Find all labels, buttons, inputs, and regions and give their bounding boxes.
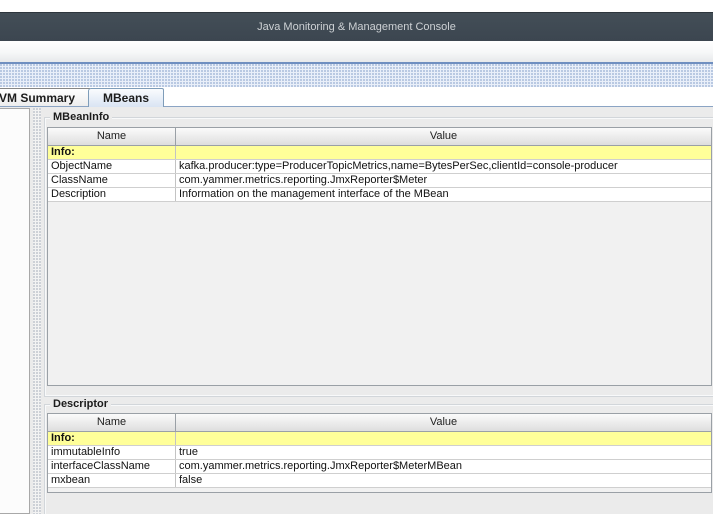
descriptor-table-header: Name Value — [48, 414, 711, 432]
column-header-value[interactable]: Value — [429, 130, 458, 142]
row-value-cell: kafka.producer:type=ProducerTopicMetrics… — [179, 160, 618, 172]
toolbar-dotted-band — [0, 64, 713, 87]
row-value-cell: false — [179, 474, 203, 486]
row-value-cell: com.yammer.metrics.reporting.JmxReporter… — [179, 460, 463, 472]
tab-mbeans-label: MBeans — [102, 91, 149, 105]
row-value-cell: true — [179, 446, 198, 458]
mbean-detail-panel: MBeanInfo Name Value Info: ObjectName ka… — [42, 107, 713, 514]
row-value-cell: Information on the management interface … — [179, 188, 449, 200]
mbeans-tab-content: MBeanInfo Name Value Info: ObjectName ka… — [0, 107, 713, 514]
table-section-row[interactable]: Info: — [48, 146, 711, 160]
mbeaninfo-table-header: Name Value — [48, 128, 711, 146]
section-row-label: Info: — [48, 146, 176, 159]
mbeans-tree-panel[interactable] — [0, 108, 30, 514]
row-name-cell: interfaceClassName — [48, 460, 176, 473]
section-row-value — [176, 432, 711, 445]
column-header-name[interactable]: Name — [48, 414, 176, 431]
table-row[interactable]: Description Information on the managemen… — [48, 188, 711, 202]
mbeaninfo-table: Name Value Info: ObjectName kafka.produc… — [47, 127, 712, 386]
main-tab-bar: VM Summary MBeans — [0, 87, 713, 107]
mbeaninfo-group-title: MBeanInfo — [50, 110, 113, 124]
table-row[interactable]: mxbean false — [48, 474, 711, 488]
menu-bar-band — [0, 41, 713, 64]
table-row[interactable]: ObjectName kafka.producer:type=ProducerT… — [48, 160, 711, 174]
descriptor-table: Name Value Info: immutableInfo true inte… — [47, 413, 712, 493]
window-title: Java Monitoring & Management Console — [257, 21, 456, 33]
descriptor-group-title: Descriptor — [50, 397, 112, 411]
table-row[interactable]: ClassName com.yammer.metrics.reporting.J… — [48, 174, 711, 188]
row-name-cell: ObjectName — [48, 160, 176, 173]
row-name-cell: ClassName — [48, 174, 176, 187]
section-row-label: Info: — [48, 432, 176, 445]
tab-vm-summary[interactable]: VM Summary — [0, 88, 90, 106]
row-name-cell: Description — [48, 188, 176, 201]
table-section-row[interactable]: Info: — [48, 432, 711, 446]
table-row[interactable]: interfaceClassName com.yammer.metrics.re… — [48, 460, 711, 474]
section-row-value — [176, 146, 711, 159]
column-header-value[interactable]: Value — [429, 416, 458, 428]
row-name-cell: mxbean — [48, 474, 176, 487]
row-name-cell: immutableInfo — [48, 446, 176, 459]
table-row[interactable]: immutableInfo true — [48, 446, 711, 460]
tab-vm-summary-label: VM Summary — [0, 91, 76, 105]
row-value-cell: com.yammer.metrics.reporting.JmxReporter… — [179, 174, 428, 186]
split-pane-divider[interactable] — [33, 108, 41, 514]
column-header-name[interactable]: Name — [48, 128, 176, 145]
mbeaninfo-group: MBeanInfo Name Value Info: ObjectName ka… — [44, 110, 713, 397]
window-titlebar[interactable]: Java Monitoring & Management Console — [0, 12, 713, 42]
descriptor-group: Descriptor Name Value Info: immutableInf… — [44, 397, 713, 514]
tab-mbeans[interactable]: MBeans — [88, 88, 164, 107]
